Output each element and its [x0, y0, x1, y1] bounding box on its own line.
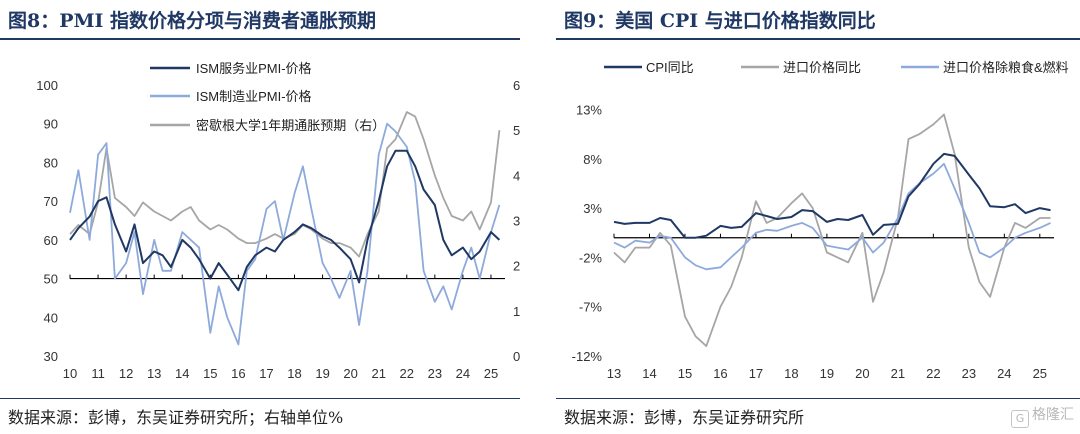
right-chart-panel: 图9：美国 CPI 与进口价格指数同比 13% 8% 3% -2% -7% -12% 13 1… [556, 0, 1080, 434]
x-tick-label: 20 [855, 366, 869, 380]
x-tick-label: 25 [484, 366, 498, 380]
x-tick-label: 16 [231, 366, 245, 380]
y2-tick-label: 3 [513, 214, 520, 229]
x-tick-label: 21 [891, 366, 905, 380]
legend-label-1: CPI同比 [646, 60, 694, 75]
x-tick-label: 14 [642, 366, 656, 380]
y-tick-label: 30 [44, 349, 58, 364]
right-source-rule [556, 398, 1080, 399]
x-tick-label: 24 [997, 366, 1011, 380]
x-tick-label: 15 [203, 366, 217, 380]
watermark-icon: G [1011, 410, 1029, 428]
x-tick-label: 19 [315, 366, 329, 380]
legend-label-2: ISM制造业PMI-价格 [196, 89, 312, 104]
series-line-1 [69, 149, 501, 292]
x-tick-label: 19 [820, 366, 834, 380]
y-tick-label: 50 [44, 272, 58, 287]
x-tick-label: 17 [749, 366, 763, 380]
x-tick-label: 25 [1033, 366, 1047, 380]
y-tick-label: 40 [44, 310, 58, 325]
y-tick-label: 100 [36, 78, 58, 93]
x-tick-label: 13 [607, 366, 621, 380]
x-tick-label: 21 [371, 366, 385, 380]
right-title-rule [556, 38, 1080, 40]
left-chart-title: 图8：PMI 指数价格分项与消费者通胀预期 [8, 10, 377, 32]
y-tick-label: -12% [572, 349, 603, 364]
y-tick-label: 60 [44, 233, 58, 248]
x-tick-label: 16 [713, 366, 727, 380]
y-tick-label: -2% [579, 250, 603, 265]
series-line-3 [613, 162, 1051, 271]
series-line-2 [613, 113, 1051, 348]
series-line-2 [69, 122, 501, 346]
left-source-rule [0, 398, 520, 399]
x-tick-label: 17 [259, 366, 273, 380]
y-tick-label: 80 [44, 155, 58, 170]
y2-tick-label: 2 [513, 259, 520, 274]
x-tick-label: 18 [287, 366, 301, 380]
right-line-chart: 13% 8% 3% -2% -7% -12% 13 14 15 16 17 18 19 20 21 22 23 2… [572, 60, 1069, 380]
y2-tick-label: 1 [513, 304, 520, 319]
watermark-logo: G 格隆汇 [1011, 404, 1074, 428]
right-source-note: 数据来源：彭博，东吴证券研究所 [564, 408, 805, 427]
y-tick-label: 70 [44, 194, 58, 209]
legend-label-3: 密歇根大学1年期通胀预期（右） [196, 118, 385, 133]
y-tick-label: 3% [583, 201, 602, 216]
y2-tick-label: 5 [513, 123, 520, 138]
y-tick-label: 90 [44, 117, 58, 132]
x-tick-label: 23 [962, 366, 976, 380]
x-tick-label: 11 [91, 366, 105, 380]
watermark-text: 格隆汇 [1032, 407, 1074, 423]
x-tick-label: 15 [678, 366, 692, 380]
y2-tick-label: 0 [513, 349, 520, 364]
legend-label-1: ISM服务业PMI-价格 [196, 61, 312, 76]
x-tick-label: 12 [119, 366, 133, 380]
legend-label-3: 进口价格除粮食&燃料 [943, 60, 1069, 75]
y-tick-label: -7% [579, 300, 603, 315]
x-tick-label: 24 [456, 366, 470, 380]
y2-tick-label: 6 [513, 78, 520, 93]
left-chart-panel: 图8：PMI 指数价格分项与消费者通胀预期 30 40 50 60 70 80 90 100 0… [0, 0, 520, 434]
x-tick-label: 22 [926, 366, 940, 380]
x-tick-label: 13 [147, 366, 161, 380]
x-tick-label: 20 [343, 366, 357, 380]
series-line-1 [613, 152, 1051, 239]
x-tick-label: 22 [400, 366, 414, 380]
x-tick-label: 10 [63, 366, 77, 380]
legend-label-2: 进口价格同比 [783, 60, 861, 75]
y-tick-label: 8% [583, 152, 602, 167]
left-source-note: 数据来源：彭博，东吴证券研究所；右轴单位% [8, 408, 344, 427]
y2-tick-label: 4 [513, 168, 520, 183]
right-chart-title: 图9：美国 CPI 与进口价格指数同比 [564, 10, 876, 32]
y-tick-label: 13% [576, 103, 602, 118]
x-tick-label: 18 [784, 366, 798, 380]
x-tick-label: 23 [428, 366, 442, 380]
x-tick-label: 14 [175, 366, 189, 380]
left-title-rule [0, 38, 520, 40]
